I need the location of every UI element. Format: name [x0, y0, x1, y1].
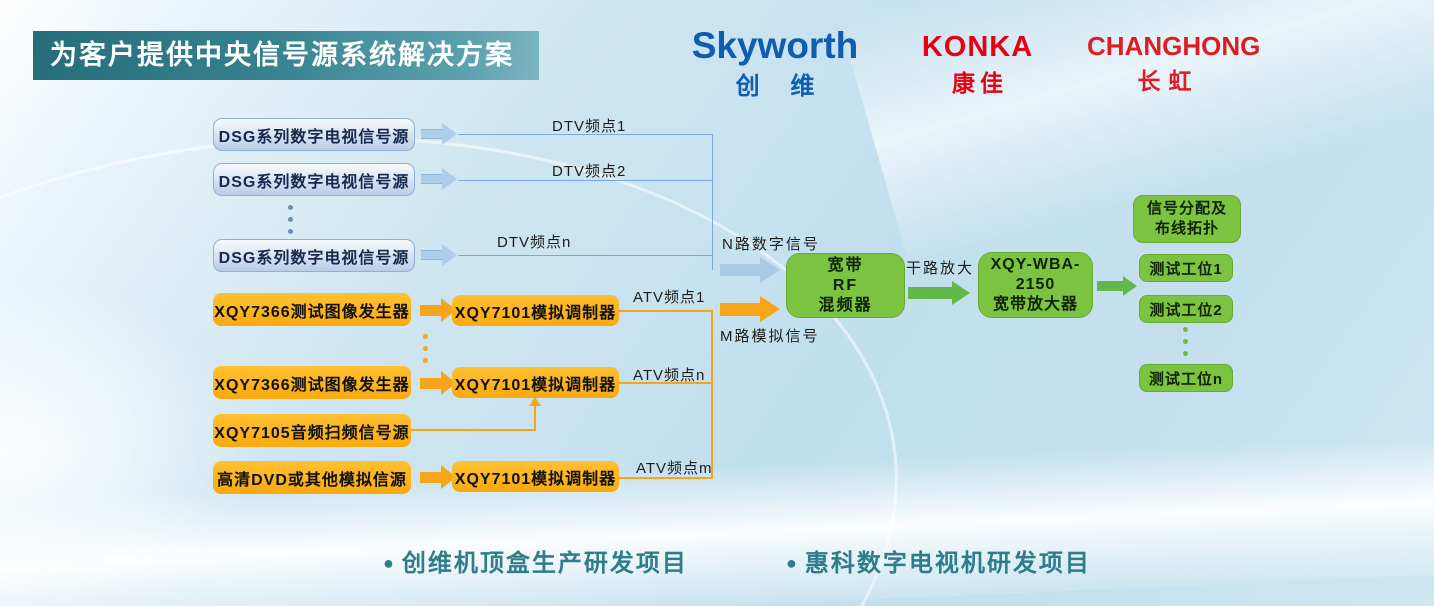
arrow-right-icon [420, 465, 456, 489]
xqy7366-generator-box-1: XQY7366测试图像发生器 [213, 293, 411, 326]
amplifier-line-2: 2150 [1015, 276, 1056, 293]
ellipsis-dots-stations [1183, 327, 1188, 356]
project-bullet-skyworth: ● 创维机顶盒生产研发项目 [383, 543, 688, 578]
konka-wordmark: KONKA [921, 31, 1034, 63]
amplifier-line-1: XQY-WBA- [990, 256, 1081, 273]
dtv-wire-1 [458, 134, 712, 135]
xqy7366-generator-box-2: XQY7366测试图像发生器 [213, 366, 411, 399]
dtv-trunk-wire [712, 134, 713, 270]
trunk-amplify-label: 干路放大 [906, 260, 975, 277]
dtv-wire-3 [458, 255, 712, 256]
dsg-source-box-2: DSG系列数字电视信号源 [213, 163, 415, 196]
skyworth-wordmark: Skyworth [691, 25, 859, 66]
skyworth-chinese-name: 创 维 [735, 73, 827, 100]
distribution-line-2: 布线拓扑 [1154, 220, 1219, 237]
changhong-chinese-name: 长虹 [1137, 68, 1200, 94]
arrow-right-icon [421, 123, 457, 145]
mixer-line-1: 宽带 [827, 256, 864, 274]
analog-bus-arrow-icon [720, 296, 780, 322]
xqy7101-modulator-box-2: XQY7101模拟调制器 [452, 367, 619, 398]
changhong-logo: CHANGHONG 长虹 [1087, 31, 1261, 96]
ellipsis-dots-analog [423, 334, 428, 363]
test-station-box-2: 测试工位2 [1139, 295, 1233, 323]
dsg-source-box-1: DSG系列数字电视信号源 [213, 118, 415, 151]
dtv-channel-label-2: DTV频点2 [552, 163, 627, 180]
n-digital-signals-label: N路数字信号 [722, 236, 820, 253]
arrow-right-icon [420, 371, 456, 395]
konka-chinese-name: 康佳 [952, 70, 1008, 96]
ellipsis-dots-digital [288, 205, 293, 234]
project-bullet-text: 创维机顶盒生产研发项目 [401, 550, 688, 577]
rf-mixer-box: 宽带 RF 混频器 [786, 253, 905, 318]
wideband-amplifier-box: XQY-WBA- 2150 宽带放大器 [978, 252, 1093, 318]
m-analog-signals-label: M路模拟信号 [720, 328, 820, 345]
distribution-line-1: 信号分配及 [1146, 199, 1227, 217]
dsg-source-box-3: DSG系列数字电视信号源 [213, 239, 415, 272]
skyworth-logo: Skyworth 创 维 [675, 27, 875, 101]
signal-distribution-box: 信号分配及 布线拓扑 [1133, 195, 1241, 243]
digital-bus-arrow-icon [720, 257, 780, 283]
xqy7101-modulator-box-1: XQY7101模拟调制器 [452, 295, 619, 326]
project-bullet-hkc: ● 惠科数字电视机研发项目 [786, 543, 1091, 578]
trunk-arrow-icon [908, 281, 970, 305]
mixer-line-2: RF [832, 276, 859, 294]
arrow-up-icon [529, 397, 541, 406]
audio-sweep-wire-h [411, 429, 536, 431]
atv-wire-1 [619, 310, 712, 312]
project-bullet-text: 惠科数字电视机研发项目 [804, 550, 1091, 577]
bullet-icon: ● [383, 553, 396, 573]
xqy7101-modulator-box-3: XQY7101模拟调制器 [452, 461, 619, 492]
arrow-right-icon [420, 298, 456, 322]
atv-wire-2 [619, 382, 712, 384]
dtv-channel-label-1: DTV频点1 [552, 118, 627, 135]
dtv-wire-2 [458, 180, 712, 181]
page-title: 为客户提供中央信号源系统解决方案 [33, 31, 539, 80]
hd-dvd-source-box: 高清DVD或其他模拟信源 [213, 461, 411, 494]
atv-channel-label-1: ATV频点1 [633, 289, 706, 306]
arrow-right-icon [421, 244, 457, 266]
bullet-icon: ● [786, 553, 799, 573]
test-station-box-1: 测试工位1 [1139, 254, 1233, 282]
audio-sweep-wire-v [534, 405, 536, 431]
konka-logo: KONKA 康佳 [915, 33, 1040, 98]
background-swoosh [0, 429, 1434, 606]
atv-channel-label-m: ATV频点m [636, 460, 713, 477]
amplifier-line-3: 宽带放大器 [992, 296, 1078, 313]
mixer-line-3: 混频器 [818, 296, 873, 314]
atv-wire-3 [619, 477, 712, 479]
atv-channel-label-n: ATV频点n [633, 367, 706, 384]
atv-trunk-wire [711, 310, 713, 479]
dtv-channel-label-n: DTV频点n [497, 234, 572, 251]
arrow-right-icon [421, 168, 457, 190]
changhong-wordmark: CHANGHONG [1087, 31, 1261, 61]
background-swoosh [0, 220, 340, 606]
output-arrow-icon [1097, 276, 1137, 296]
xqy7105-audio-sweep-box: XQY7105音频扫频信号源 [213, 414, 411, 447]
test-station-box-n: 测试工位n [1139, 364, 1233, 392]
